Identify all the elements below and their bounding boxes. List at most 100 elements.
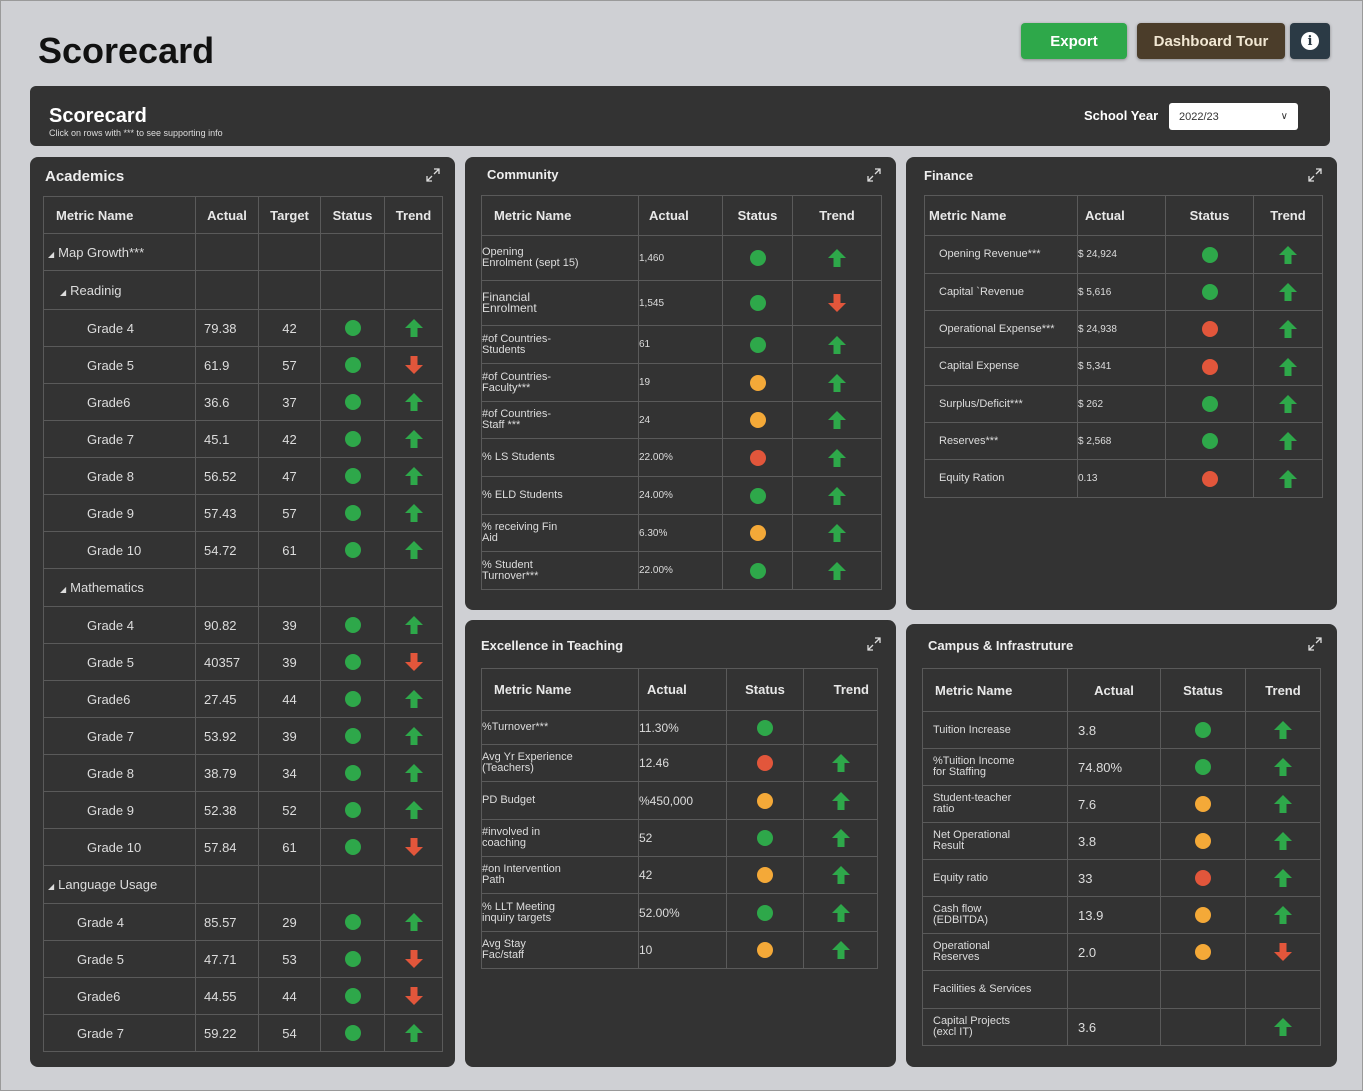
collapse-icon[interactable]: ◢ xyxy=(48,882,55,891)
column-header[interactable]: Metric Name xyxy=(922,668,1068,712)
table-row[interactable]: % LLT Meeting inquiry targets 52.00% xyxy=(481,893,878,932)
table-row[interactable]: Opening Revenue*** $ 24,924 xyxy=(924,235,1323,274)
column-header[interactable]: Metric Name xyxy=(43,196,196,234)
table-row[interactable]: % Student Turnover*** 22.00% xyxy=(481,551,882,590)
table-row[interactable]: Facilities & Services xyxy=(922,970,1321,1009)
column-header[interactable]: Trend xyxy=(1245,668,1321,712)
export-button[interactable]: Export xyxy=(1021,23,1127,59)
column-header[interactable]: Status xyxy=(320,196,385,234)
column-header[interactable]: Metric Name xyxy=(481,668,639,711)
table-row[interactable]: Grade 8 56.52 47 xyxy=(43,457,443,495)
metric-name: Financial Enrolment xyxy=(482,290,537,315)
column-header[interactable]: Actual xyxy=(638,195,723,236)
table-row[interactable]: Grade 5 61.9 57 xyxy=(43,346,443,384)
actual-value: 57.84 xyxy=(204,839,237,855)
table-row[interactable]: Grade 4 79.38 42 xyxy=(43,309,443,347)
table-row[interactable]: Capital Expense $ 5,341 xyxy=(924,347,1323,386)
collapse-icon[interactable]: ◢ xyxy=(60,287,67,297)
table-row[interactable]: #of Countries- Staff *** 24 xyxy=(481,401,882,439)
table-row[interactable]: Student-teacher ratio 7.6 xyxy=(922,785,1321,823)
table-row[interactable]: Grade6 27.45 44 xyxy=(43,680,443,718)
table-row[interactable]: Avg Stay Fac/staff 10 xyxy=(481,931,878,969)
group-row[interactable]: ◢ Map Growth*** xyxy=(43,233,443,271)
table-row[interactable]: % receiving Fin Aid 6.30% xyxy=(481,514,882,552)
table-row[interactable]: Grade 7 53.92 39 xyxy=(43,717,443,755)
table-row[interactable]: %Turnover*** 11.30% xyxy=(481,710,878,745)
metric-name: % LS Students xyxy=(482,451,555,463)
actual-value: 52 xyxy=(639,831,653,845)
column-header[interactable]: Actual xyxy=(195,196,259,234)
table-row[interactable]: Grade 10 54.72 61 xyxy=(43,531,443,569)
expand-icon[interactable] xyxy=(866,636,882,652)
table-row[interactable]: Capital `Revenue $ 5,616 xyxy=(924,273,1323,311)
table-row[interactable]: Capital Projects (excl IT) 3.6 xyxy=(922,1008,1321,1046)
table-row[interactable]: Grade 5 40357 39 xyxy=(43,643,443,681)
group-row[interactable]: ◢ Readinig xyxy=(43,270,443,310)
column-header[interactable]: Metric Name xyxy=(481,195,639,236)
info-button[interactable]: i xyxy=(1290,23,1330,59)
table-row[interactable]: Operational Reserves 2.0 xyxy=(922,933,1321,971)
expand-icon[interactable] xyxy=(1307,167,1323,183)
metric-name: Equity ratio xyxy=(933,871,989,884)
collapse-icon[interactable]: ◢ xyxy=(48,249,55,259)
table-row[interactable]: Grade 7 45.1 42 xyxy=(43,420,443,458)
column-header[interactable]: Actual xyxy=(638,668,727,711)
status-green-icon xyxy=(344,393,361,410)
column-header[interactable]: Trend xyxy=(803,668,878,711)
table-row[interactable]: Grade 10 57.84 61 xyxy=(43,828,443,866)
table-row[interactable]: PD Budget %450,000 xyxy=(481,781,878,820)
column-header[interactable]: Actual xyxy=(1077,195,1166,236)
table-row[interactable]: %Tuition Income for Staffing 74.80% xyxy=(922,748,1321,786)
table-row[interactable]: Grade6 36.6 37 xyxy=(43,383,443,421)
table-row[interactable]: #of Countries- Faculty*** 19 xyxy=(481,363,882,402)
collapse-icon[interactable]: ◢ xyxy=(60,585,67,594)
column-header[interactable]: Trend xyxy=(384,196,443,234)
status-red-icon xyxy=(757,755,773,771)
table-row[interactable]: Operational Expense*** $ 24,938 xyxy=(924,310,1323,348)
column-header[interactable]: Trend xyxy=(1253,195,1323,236)
column-header[interactable]: Target xyxy=(258,196,321,234)
expand-icon[interactable] xyxy=(425,167,441,183)
group-row[interactable]: ◢ Mathematics xyxy=(43,568,443,607)
column-header[interactable]: Trend xyxy=(792,195,882,236)
table-row[interactable]: % ELD Students 24.00% xyxy=(481,476,882,515)
dashboard-tour-button[interactable]: Dashboard Tour xyxy=(1137,23,1285,59)
column-header[interactable]: Metric Name xyxy=(924,195,1078,236)
table-row[interactable]: Reserves*** $ 2,568 xyxy=(924,422,1323,460)
table-row[interactable]: Grade 9 52.38 52 xyxy=(43,791,443,829)
table-row[interactable]: #of Countries- Students 61 xyxy=(481,325,882,364)
table-row[interactable]: % LS Students 22.00% xyxy=(481,438,882,477)
column-header[interactable]: Actual xyxy=(1067,668,1161,712)
expand-icon[interactable] xyxy=(1307,636,1323,652)
table-row[interactable]: Surplus/Deficit*** $ 262 xyxy=(924,385,1323,423)
actual-value: 24 xyxy=(639,414,651,426)
table-row[interactable]: Avg Yr Experience (Teachers) 12.46 xyxy=(481,744,878,782)
table-row[interactable]: Opening Enrolment (sept 15) 1,460 xyxy=(481,235,882,281)
column-header[interactable]: Status xyxy=(726,668,804,711)
expand-icon[interactable] xyxy=(866,167,882,183)
table-row[interactable]: Financial Enrolment 1,545 xyxy=(481,280,882,326)
trend-up-icon xyxy=(828,486,846,505)
table-row[interactable]: Grade 4 85.57 29 xyxy=(43,903,443,941)
table-row[interactable]: Tuition Increase 3.8 xyxy=(922,711,1321,749)
group-row[interactable]: ◢ Language Usage xyxy=(43,865,443,904)
table-row[interactable]: Equity ratio 33 xyxy=(922,859,1321,897)
table-row[interactable]: Grade 7 59.22 54 xyxy=(43,1014,443,1052)
table-row[interactable]: Net Operational Result 3.8 xyxy=(922,822,1321,860)
actual-value: 74.80% xyxy=(1078,759,1123,775)
table-row[interactable]: #involved in coaching 52 xyxy=(481,819,878,857)
table-row[interactable]: #on Intervention Path 42 xyxy=(481,856,878,894)
school-year-select[interactable]: 2022/23 ∨ xyxy=(1169,103,1298,130)
table-row[interactable]: Grade 8 38.79 34 xyxy=(43,754,443,792)
column-header[interactable]: Status xyxy=(1160,668,1246,712)
table-row[interactable]: Cash flow (EDBITDA) 13.9 xyxy=(922,896,1321,934)
trend-up-icon xyxy=(1274,721,1292,739)
column-header[interactable]: Status xyxy=(1165,195,1254,236)
metric-name: PD Budget xyxy=(482,794,536,806)
column-header[interactable]: Status xyxy=(722,195,793,236)
table-row[interactable]: Grade 5 47.71 53 xyxy=(43,940,443,978)
table-row[interactable]: Grade 4 90.82 39 xyxy=(43,606,443,644)
table-row[interactable]: Grade 9 57.43 57 xyxy=(43,494,443,532)
table-row[interactable]: Equity Ration 0.13 xyxy=(924,459,1323,498)
table-row[interactable]: Grade6 44.55 44 xyxy=(43,977,443,1015)
